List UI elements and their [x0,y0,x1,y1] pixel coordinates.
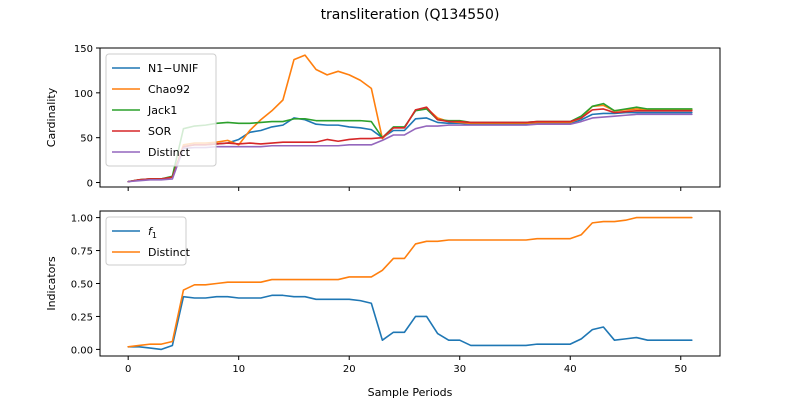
series-line-2-2 [127,216,693,348]
y-tick-label: 100 [74,89,93,100]
legend-label: Chao92 [148,83,190,96]
legend-label: Jack1 [147,104,177,117]
legend-label: Distinct [148,246,191,259]
legend-box [105,53,217,167]
plot-frame [99,210,721,357]
plot-frame [99,47,721,188]
y-tick-label: 0.25 [71,312,93,323]
y-tick-label: 0.00 [71,345,93,356]
x-axis-label: Sample Periods [368,386,453,399]
subplots: 050100150CardinalityN1−UNIFChao92Jack1SO… [45,44,721,375]
legend-label: SOR [148,125,172,138]
x-tick-label: 20 [343,364,356,375]
legend-label: N1−UNIF [148,62,198,75]
legend-label: Distinct [148,146,191,159]
chart-title: transliteration (Q134550) [321,7,500,23]
x-tick-label: 30 [453,364,466,375]
x-tick-label: 10 [232,364,245,375]
legend-box [105,216,187,266]
y-tick-label: 0 [87,179,93,190]
y-axis-label: Cardinality [45,87,58,147]
y-tick-label: 0.75 [71,247,93,258]
legend-label: f1 [148,225,157,240]
y-tick-label: 1.00 [71,214,93,225]
subplot-2: 0.00 0.25 0.50 0.75 1.00 0 10 20 30 40 50 Indicator… [45,210,721,375]
series-line-1-5 [127,113,693,183]
x-tick-label: 0 [125,364,131,375]
y-tick-label: 50 [80,134,93,145]
subplot-1: 0 50 100 150 Cardinality N1−UNIF Chao92 Jack1 SO… [45,44,721,191]
x-tick-label: 50 [674,364,687,375]
x-tick-label: 40 [564,364,577,375]
y-axis-label: Indicators [45,256,58,311]
series-line-1-4 [127,106,693,183]
series-line-2-1 [127,294,693,351]
y-tick-label: 0.50 [71,280,93,291]
y-tick-label: 150 [74,44,93,55]
